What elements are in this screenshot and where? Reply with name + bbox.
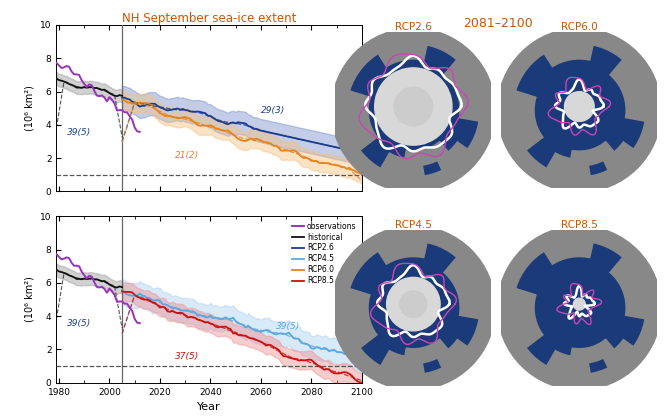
Polygon shape [508, 89, 544, 154]
Text: 39(5): 39(5) [66, 319, 91, 328]
Polygon shape [570, 339, 615, 364]
Polygon shape [377, 350, 426, 380]
Polygon shape [436, 141, 472, 176]
Circle shape [339, 233, 487, 382]
Polygon shape [377, 152, 426, 182]
Text: NH September sea-ice extent: NH September sea-ice extent [122, 12, 296, 25]
Polygon shape [404, 141, 449, 166]
Circle shape [386, 277, 440, 331]
Circle shape [505, 36, 653, 185]
Circle shape [394, 87, 433, 126]
Text: 39(5): 39(5) [276, 322, 300, 332]
Polygon shape [404, 339, 449, 364]
Text: 39(5): 39(5) [66, 128, 91, 137]
Polygon shape [443, 54, 486, 123]
Y-axis label: (10⁶ km²): (10⁶ km²) [25, 277, 35, 322]
Circle shape [400, 291, 427, 317]
Circle shape [505, 233, 653, 382]
Polygon shape [374, 236, 429, 265]
Polygon shape [342, 89, 378, 154]
Text: 29(3): 29(3) [261, 106, 285, 115]
Legend: observations, historical, RCP2.6, RCP4.5, RCP6.0, RCP8.5: observations, historical, RCP2.6, RCP4.5… [290, 220, 358, 287]
Text: RCP8.5: RCP8.5 [561, 220, 598, 230]
Y-axis label: (10⁶ km²): (10⁶ km²) [25, 85, 35, 131]
Polygon shape [443, 252, 486, 320]
Polygon shape [543, 350, 592, 380]
Text: RCP6.0: RCP6.0 [561, 22, 598, 32]
Text: 37(5): 37(5) [175, 352, 199, 362]
Circle shape [339, 36, 487, 185]
Polygon shape [570, 141, 615, 166]
Polygon shape [436, 339, 472, 373]
Polygon shape [602, 339, 638, 373]
Polygon shape [609, 252, 652, 320]
Polygon shape [602, 141, 638, 176]
Polygon shape [342, 286, 378, 351]
Polygon shape [540, 236, 595, 265]
Polygon shape [540, 38, 595, 68]
Polygon shape [609, 54, 652, 123]
Text: RCP2.6: RCP2.6 [395, 22, 432, 32]
Polygon shape [508, 286, 544, 351]
Circle shape [564, 92, 594, 121]
Text: 21(2): 21(2) [175, 151, 199, 160]
Text: RCP4.5: RCP4.5 [395, 220, 432, 230]
X-axis label: Year: Year [197, 402, 221, 412]
Circle shape [374, 68, 452, 145]
Polygon shape [374, 38, 429, 68]
Circle shape [574, 298, 585, 310]
Text: 2081–2100: 2081–2100 [463, 17, 533, 30]
Polygon shape [543, 152, 592, 182]
